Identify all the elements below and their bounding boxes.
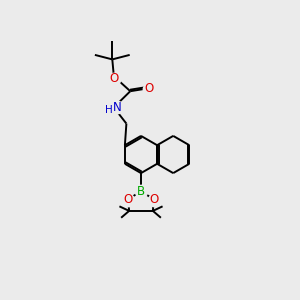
Text: B: B [137, 184, 145, 198]
Text: O: O [124, 193, 133, 206]
Text: O: O [145, 82, 154, 95]
Text: O: O [110, 72, 119, 86]
Text: H: H [104, 105, 112, 115]
Text: N: N [112, 101, 121, 114]
Text: O: O [149, 193, 158, 206]
